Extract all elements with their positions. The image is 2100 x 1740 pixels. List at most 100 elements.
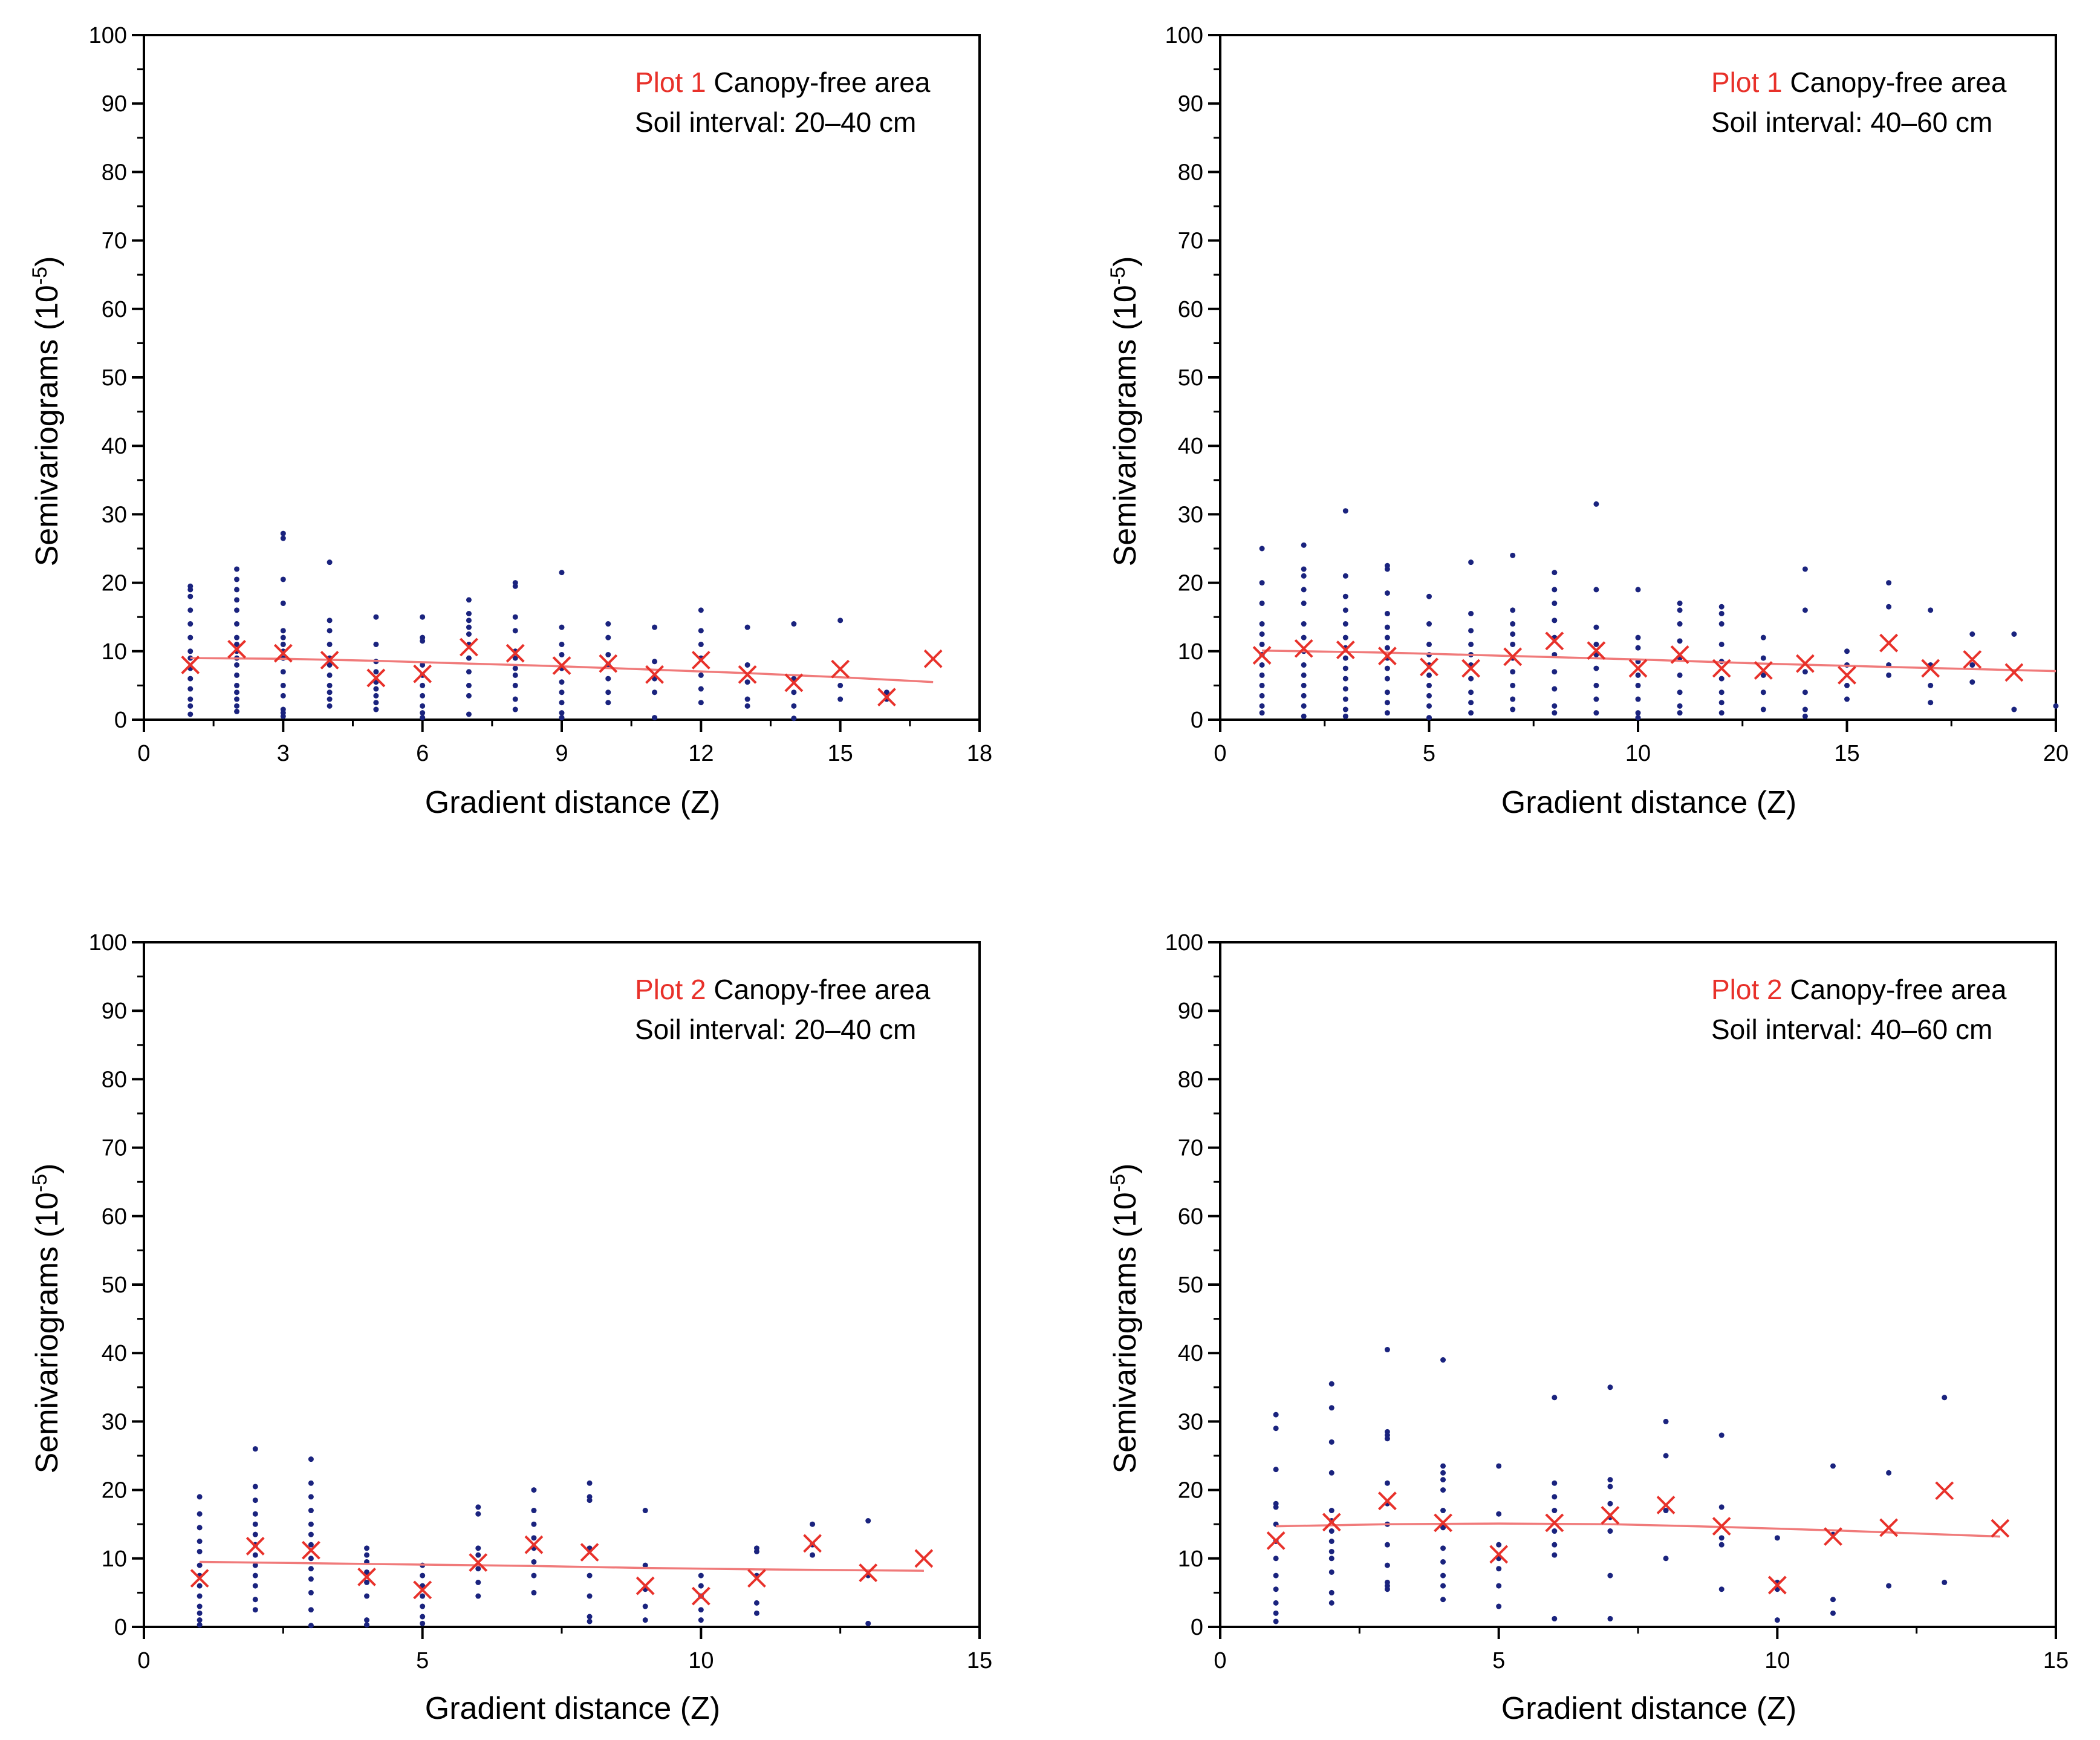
mean-marker: [320, 651, 339, 670]
data-point: [1384, 645, 1390, 651]
data-point: [1969, 679, 1975, 685]
data-point: [1384, 689, 1390, 696]
area-label: Canopy-free area: [1790, 67, 2006, 98]
data-point: [308, 1607, 314, 1613]
data-point: [512, 672, 518, 678]
data-point: [587, 1614, 593, 1620]
data-point: [1677, 689, 1683, 696]
data-point: [531, 1572, 537, 1579]
data-point: [1718, 676, 1725, 682]
data-point: [187, 621, 193, 627]
data-point: [364, 1545, 370, 1551]
x-axis-title: Gradient distance (Z): [425, 785, 720, 820]
data-point: [587, 1593, 593, 1599]
data-point: [1510, 669, 1516, 675]
data-point: [1384, 700, 1390, 706]
data-point: [791, 703, 797, 709]
data-point: [466, 617, 472, 624]
data-point: [1677, 710, 1683, 716]
data-point: [744, 679, 750, 685]
data-point: [280, 576, 286, 582]
data-point: [744, 703, 750, 709]
data-point: [1969, 631, 1975, 637]
data-point: [1328, 1556, 1334, 1562]
data-point: [1552, 1542, 1558, 1548]
mean-marker: [413, 1580, 432, 1600]
y-tick-label: 40: [102, 434, 127, 459]
data-point: [1301, 587, 1307, 593]
y-tick-label: 80: [102, 160, 127, 185]
data-point: [559, 651, 565, 657]
y-tick-label: 100: [1165, 930, 1203, 956]
data-point: [605, 689, 611, 696]
data-point: [1328, 1548, 1334, 1554]
mean-marker: [1824, 1527, 1842, 1546]
data-point: [1440, 1559, 1446, 1565]
data-point: [1426, 672, 1432, 678]
y-tick-label: 60: [102, 297, 127, 322]
data-point: [475, 1566, 481, 1572]
data-point: [587, 1480, 593, 1486]
data-point: [364, 1617, 370, 1623]
data-point: [252, 1446, 258, 1452]
mean-marker: [580, 1543, 599, 1562]
data-point: [1718, 1432, 1725, 1438]
data-point: [531, 1521, 537, 1527]
data-point: [1301, 601, 1307, 607]
y-axis-title: Semivariograms (10-5): [1107, 1164, 1143, 1474]
data-point: [1510, 696, 1516, 702]
data-point: [1510, 682, 1516, 688]
data-point: [187, 634, 193, 640]
data-point: [1273, 1600, 1279, 1606]
mean-marker: [1266, 1531, 1286, 1550]
data-point: [1886, 1470, 1892, 1476]
data-point: [1342, 593, 1348, 599]
data-point: [1384, 624, 1390, 630]
data-point: [197, 1539, 203, 1544]
data-point: [1718, 611, 1725, 617]
data-point: [1635, 587, 1641, 593]
data-point: [1259, 682, 1265, 688]
data-point: [1440, 1597, 1446, 1603]
data-point: [1607, 1477, 1613, 1483]
data-point: [1273, 1467, 1279, 1473]
mean-marker: [1587, 641, 1606, 660]
data-point: [475, 1511, 481, 1517]
plot-label: Plot 1: [635, 67, 706, 98]
data-point: [1635, 715, 1641, 721]
data-point: [373, 692, 379, 699]
data-point: [1886, 1583, 1892, 1589]
mean-marker: [1434, 1513, 1452, 1533]
data-point: [234, 682, 240, 688]
data-point: [327, 662, 333, 668]
data-point: [605, 621, 611, 627]
data-point: [1301, 621, 1307, 627]
data-point: [364, 1593, 370, 1599]
data-point: [531, 1487, 537, 1493]
mean-marker: [413, 664, 432, 683]
data-point: [252, 1531, 258, 1537]
data-point: [1718, 1504, 1725, 1510]
data-point: [1635, 696, 1641, 702]
data-point: [1496, 1463, 1502, 1469]
y-tick-label: 90: [102, 91, 127, 117]
mean-marker: [1656, 1496, 1676, 1514]
data-point: [1552, 1480, 1558, 1486]
mean-marker: [803, 1534, 822, 1553]
data-point: [1328, 1470, 1334, 1476]
x-axis-title: Gradient distance (Z): [425, 1691, 720, 1726]
data-point: [1760, 655, 1766, 661]
data-point: [1718, 1535, 1725, 1541]
data-point: [466, 624, 472, 630]
data-point: [1384, 1579, 1390, 1585]
data-point: [1677, 601, 1683, 607]
data-point: [234, 641, 240, 647]
y-tick-label: 90: [1178, 999, 1203, 1024]
x-tick-label: 9: [555, 741, 568, 766]
data-point: [466, 682, 472, 688]
data-point: [1259, 692, 1265, 699]
data-point: [197, 1583, 203, 1589]
data-point: [1496, 1583, 1502, 1589]
data-point: [327, 559, 333, 565]
data-point: [1593, 710, 1599, 716]
